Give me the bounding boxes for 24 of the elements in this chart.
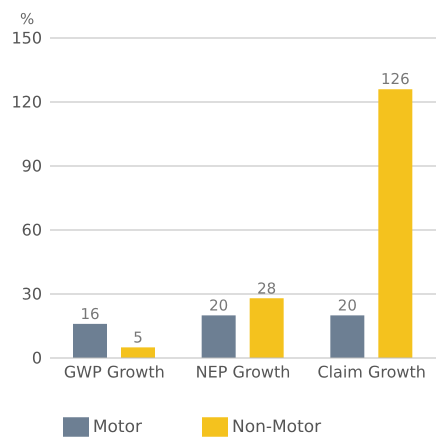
- data-label: 20: [338, 296, 357, 314]
- y-tick-label: 90: [22, 156, 42, 176]
- y-tick-label: 120: [11, 92, 42, 112]
- legend-label: Non-Motor: [232, 416, 322, 437]
- x-tick-label: Claim Growth: [317, 362, 426, 382]
- data-label: 28: [257, 279, 276, 298]
- bar: [250, 298, 284, 358]
- legend-label: Motor: [92, 416, 142, 437]
- data-label: 16: [80, 304, 100, 323]
- y-tick-label: 150: [11, 28, 42, 48]
- y-tick-label: 0: [32, 348, 42, 368]
- bar: [121, 347, 155, 358]
- data-label: 126: [381, 70, 410, 88]
- bar: [202, 315, 236, 358]
- y-tick-label: 30: [22, 284, 42, 304]
- bar: [378, 89, 412, 358]
- data-label: 5: [133, 328, 143, 346]
- bar: [330, 315, 364, 358]
- y-tick-label: 60: [22, 220, 42, 240]
- bar: [73, 324, 107, 358]
- x-tick-label: GWP Growth: [64, 362, 165, 382]
- x-tick-label: NEP Growth: [196, 362, 290, 382]
- y-axis-title: %: [20, 10, 34, 28]
- data-label: 20: [209, 296, 228, 314]
